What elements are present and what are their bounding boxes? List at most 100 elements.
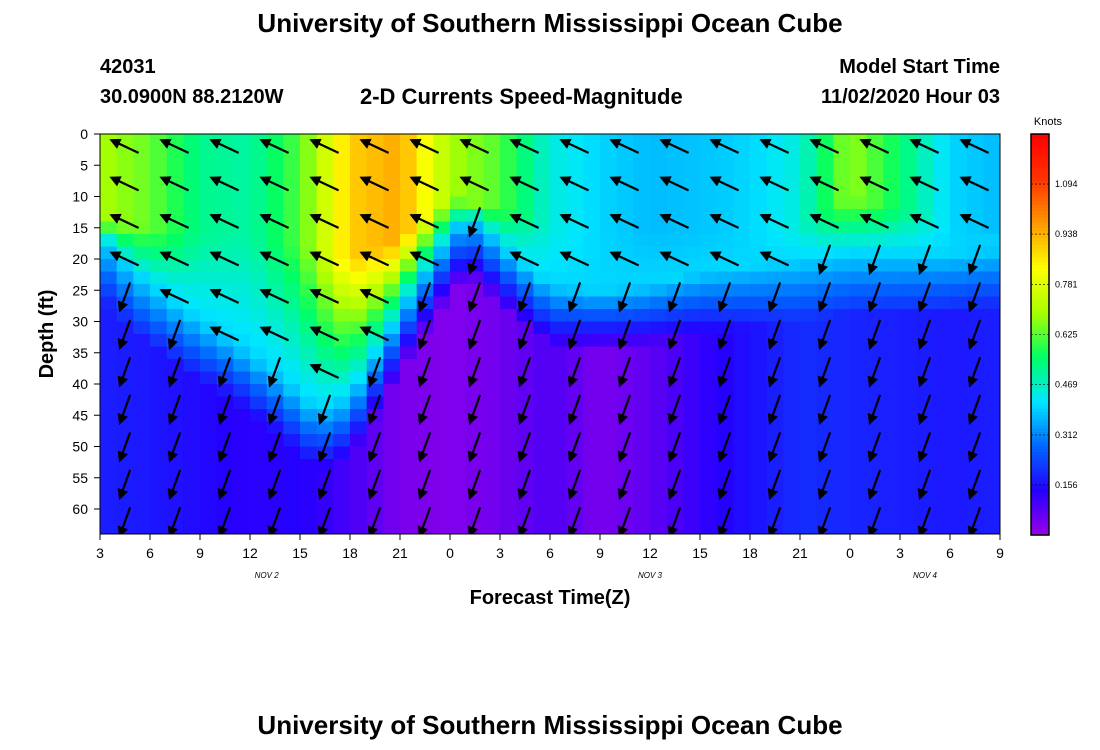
heatmap-cell <box>800 434 818 448</box>
heatmap-cell <box>933 259 951 273</box>
heatmap-cell <box>250 146 268 160</box>
heatmap-cell <box>283 484 301 498</box>
heatmap-cell <box>400 446 418 460</box>
heatmap-cell <box>183 309 201 323</box>
heatmap-cell <box>783 196 801 210</box>
heatmap-cell <box>750 446 768 460</box>
heatmap-cell <box>150 459 168 473</box>
heatmap-cell <box>150 421 168 435</box>
heatmap-cell <box>466 359 484 373</box>
heatmap-cell <box>416 159 434 173</box>
heatmap-cell <box>683 471 701 485</box>
current-arrow <box>759 138 790 154</box>
heatmap-cell <box>616 246 634 260</box>
heatmap-cell <box>716 284 734 298</box>
heatmap-cell <box>150 321 168 335</box>
heatmap-cell <box>250 359 268 373</box>
colorbar-segment <box>1031 197 1049 202</box>
heatmap-cell <box>666 209 684 223</box>
heatmap-cell <box>516 471 534 485</box>
current-arrow <box>159 213 190 229</box>
heatmap-cell <box>683 359 701 373</box>
heatmap-cell <box>300 196 318 210</box>
colorbar-segment <box>1031 448 1049 453</box>
heatmap-cell <box>916 346 934 360</box>
heatmap-cell <box>383 434 401 448</box>
heatmap-cell <box>866 284 884 298</box>
heatmap-cell <box>250 521 268 534</box>
heatmap-cell <box>233 134 251 148</box>
heatmap-cell <box>350 234 368 248</box>
heatmap-cell <box>733 509 751 523</box>
heatmap-cell <box>933 471 951 485</box>
heatmap-cell <box>316 271 334 285</box>
current-arrow <box>917 319 932 351</box>
heatmap-cell <box>766 271 784 285</box>
heatmap-cell <box>133 309 151 323</box>
heatmap-cell <box>750 334 768 348</box>
heatmap-cell <box>133 509 151 523</box>
heatmap-cell <box>416 234 434 248</box>
heatmap-cell <box>383 296 401 310</box>
y-tick-label: 55 <box>72 470 88 486</box>
heatmap-cell <box>550 484 568 498</box>
heatmap-cell <box>533 359 551 373</box>
heatmap-cell <box>800 496 818 510</box>
heatmap-cell <box>533 234 551 248</box>
heatmap-cell <box>216 171 234 185</box>
heatmap-cell <box>850 284 868 298</box>
heatmap-cell <box>483 246 501 260</box>
heatmap-cell <box>250 309 268 323</box>
colorbar-tick-label: 0.156 <box>1055 480 1078 490</box>
heatmap-cell <box>700 184 718 198</box>
current-arrow <box>517 319 532 351</box>
current-arrow <box>117 432 132 463</box>
heatmap-cell <box>383 259 401 273</box>
heatmap-cell <box>433 409 451 423</box>
colorbar-segment <box>1031 317 1049 322</box>
heatmap-cell <box>983 309 1000 323</box>
heatmap-cell <box>866 196 884 210</box>
heatmap-cell <box>783 509 801 523</box>
heatmap-cell <box>683 321 701 335</box>
heatmap-cell <box>900 184 918 198</box>
heatmap-cell <box>566 471 584 485</box>
heatmap-cell <box>833 321 851 335</box>
current-arrow <box>667 282 682 313</box>
heatmap-cell <box>800 409 818 423</box>
colorbar-segment <box>1031 428 1049 433</box>
heatmap-cell <box>566 496 584 510</box>
heatmap-cell <box>833 471 851 485</box>
heatmap-cell <box>116 396 134 410</box>
heatmap-cell <box>433 309 451 323</box>
current-arrow <box>109 138 140 154</box>
heatmap-cell <box>533 271 551 285</box>
heatmap-cell <box>983 509 1000 523</box>
heatmap-cell <box>366 234 384 248</box>
heatmap-cell <box>933 396 951 410</box>
heatmap-cell <box>283 159 301 173</box>
current-arrow <box>867 469 882 501</box>
current-arrow <box>259 326 290 342</box>
heatmap-cell <box>533 171 551 185</box>
heatmap-cell <box>166 309 184 323</box>
current-arrow <box>517 357 532 388</box>
heatmap-cell <box>133 409 151 423</box>
current-arrow <box>267 357 282 388</box>
current-arrow <box>867 432 882 463</box>
heatmap-cell <box>450 434 468 448</box>
current-arrow <box>467 507 482 534</box>
heatmap-cell <box>166 171 184 185</box>
current-arrow <box>617 319 632 351</box>
heatmap-cell <box>600 184 618 198</box>
colorbar-segment <box>1031 424 1049 429</box>
heatmap-cell <box>383 171 401 185</box>
heatmap-cell <box>350 146 368 160</box>
heatmap-cell <box>716 384 734 398</box>
heatmap-cell <box>200 359 218 373</box>
heatmap-cell <box>900 346 918 360</box>
heatmap-cell <box>466 134 484 148</box>
heatmap-cell <box>683 234 701 248</box>
heatmap-cell <box>250 346 268 360</box>
heatmap-cell <box>616 284 634 298</box>
